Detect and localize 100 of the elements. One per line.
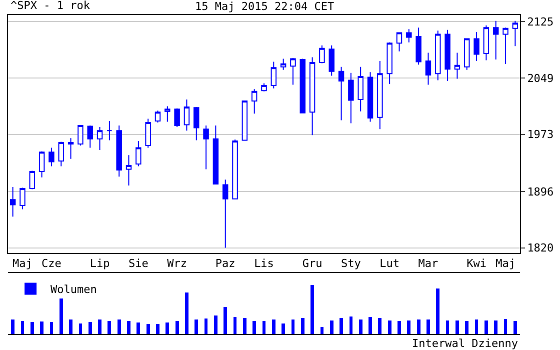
candlestick [154, 110, 161, 124]
y-tick-label: 2125 [527, 16, 554, 29]
candlestick [502, 27, 508, 64]
candlestick [251, 88, 258, 114]
bar [166, 322, 170, 334]
bar [88, 322, 92, 334]
chart-subtitle: 15 Maj 2015 22:04 CET [195, 0, 334, 13]
bar [214, 315, 218, 334]
bar [388, 320, 392, 334]
bar [282, 323, 286, 334]
candlestick [58, 141, 64, 167]
candlestick [492, 20, 499, 60]
bar [242, 318, 246, 334]
bar [117, 319, 121, 334]
bar [407, 320, 411, 334]
candlestick [512, 20, 518, 47]
bar [30, 322, 34, 334]
bar [185, 292, 188, 334]
candlestick [29, 170, 36, 190]
candlestick [145, 118, 151, 148]
candlestick [444, 29, 450, 82]
bar [398, 320, 401, 334]
candlestick [416, 27, 422, 66]
bar [436, 288, 440, 334]
candlestick [48, 147, 54, 167]
candlestick [10, 186, 16, 218]
candlestick [203, 124, 209, 170]
bar [300, 318, 304, 334]
candlestick [367, 72, 374, 122]
bar [484, 320, 488, 334]
candlestick [406, 28, 412, 43]
candlestick [290, 58, 296, 86]
bar [416, 319, 420, 334]
bar [252, 320, 256, 334]
candlestick [377, 60, 383, 130]
candlestick [38, 150, 45, 178]
candlestick [309, 56, 316, 136]
x-tick-label: Maj [496, 257, 516, 270]
y-tick-label: 1973 [527, 128, 554, 142]
bar [358, 319, 362, 334]
y-tick-label: 1820 [527, 242, 554, 255]
candlestick [212, 124, 219, 185]
text: Interwal Dzienny [412, 337, 518, 350]
candlestick [78, 124, 84, 146]
bar [194, 319, 198, 334]
bar [465, 320, 469, 334]
candlestick [184, 99, 190, 132]
candlestick [435, 30, 441, 81]
candlestick [106, 120, 112, 141]
candlestick [300, 58, 306, 114]
bar [69, 319, 72, 334]
candlestick [222, 179, 228, 248]
candlestick [454, 52, 460, 80]
candlestick [474, 32, 480, 62]
x-tick-label: Lis [254, 257, 274, 270]
candlestick [194, 106, 200, 141]
candlestick [328, 44, 334, 76]
bar [108, 320, 112, 334]
y-tick-label: 1896 [527, 185, 554, 198]
bar [11, 319, 15, 334]
x-tick-label: Sie [128, 257, 148, 270]
x-tick-label: Lut [380, 257, 400, 270]
x-tick-label: Cze [42, 257, 62, 270]
candlestick [386, 42, 392, 84]
bar [136, 322, 140, 334]
bar [330, 320, 334, 334]
bar [224, 307, 228, 334]
candlestick [261, 82, 267, 92]
bar [59, 298, 63, 334]
candlestick [348, 72, 354, 124]
candlestick [174, 108, 180, 128]
candlestick [483, 24, 490, 61]
candlestick [96, 126, 103, 150]
bar [127, 320, 130, 334]
candlestick [20, 187, 26, 210]
candlestick [68, 138, 74, 160]
x-tick-label: Maj [12, 257, 32, 270]
bar [494, 320, 498, 334]
candlestick [232, 139, 238, 200]
x-tick-label: Gru [302, 257, 322, 270]
x-tick-label: Kwi [466, 257, 486, 270]
x-tick-label: Mar [418, 257, 439, 270]
bar [40, 321, 44, 334]
candlestick [358, 66, 364, 112]
bar [426, 319, 430, 334]
bar [378, 318, 382, 334]
bar [368, 316, 372, 334]
candlestick [270, 61, 277, 89]
bar [310, 285, 314, 334]
candlestick [464, 38, 470, 70]
candlestick [396, 32, 402, 52]
candlestick [126, 154, 132, 186]
candlestick [338, 66, 344, 121]
x-tick-label: Wrz [167, 257, 187, 270]
candlestick [164, 106, 170, 122]
bar [156, 324, 160, 334]
x-tick-label: Sty [341, 257, 362, 270]
legend-label: Wolumen [50, 283, 97, 296]
chart-title: ^SPX - 1 rok [10, 0, 90, 12]
bar [175, 320, 179, 334]
